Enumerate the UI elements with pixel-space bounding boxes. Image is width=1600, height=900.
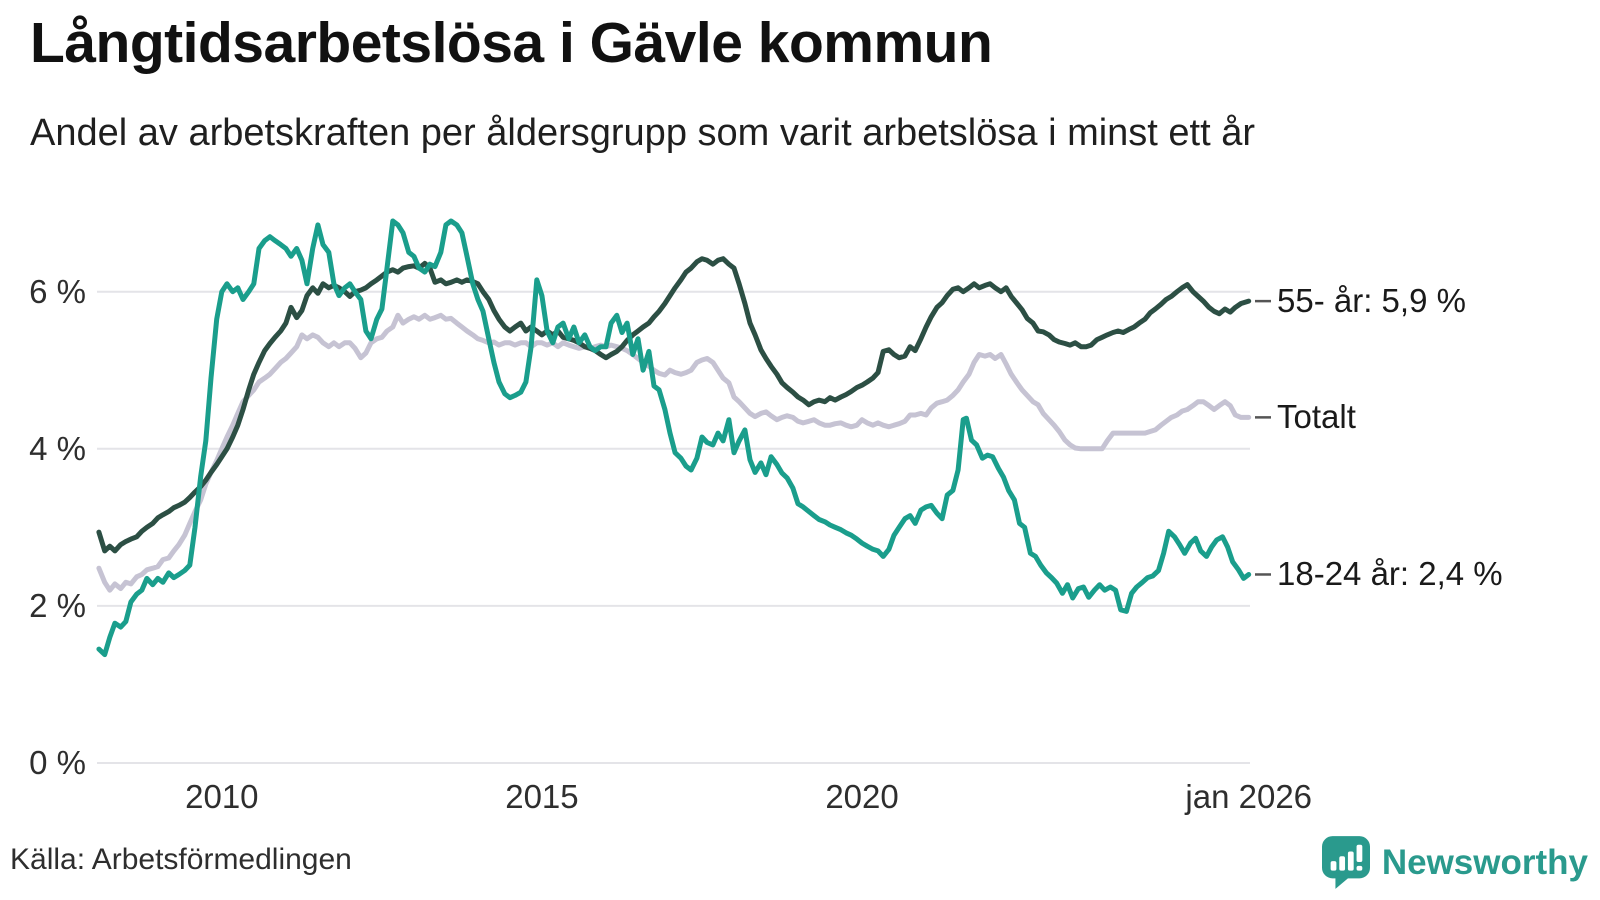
series-line-18-24 <box>96 218 1252 658</box>
newsworthy-logo-icon <box>1321 836 1370 889</box>
series-line-55 <box>96 256 1252 554</box>
series-label-totalt: Totalt <box>1277 398 1356 436</box>
page-subtitle: Andel av arbetskraften per åldersgrupp s… <box>30 112 1256 154</box>
newsworthy-brand: Newsworthy <box>1321 836 1588 890</box>
series-label-18-24-ar: 18-24 år: 2,4 % <box>1277 555 1503 593</box>
source-note: Källa: Arbetsförmedlingen <box>10 843 352 876</box>
page-title: Långtidsarbetslösa i Gävle kommun <box>30 11 993 75</box>
series-label-55-ar: 55- år: 5,9 % <box>1277 282 1466 320</box>
series-line-totalt <box>96 312 1252 593</box>
newsworthy-logo-text: Newsworthy <box>1381 843 1588 882</box>
